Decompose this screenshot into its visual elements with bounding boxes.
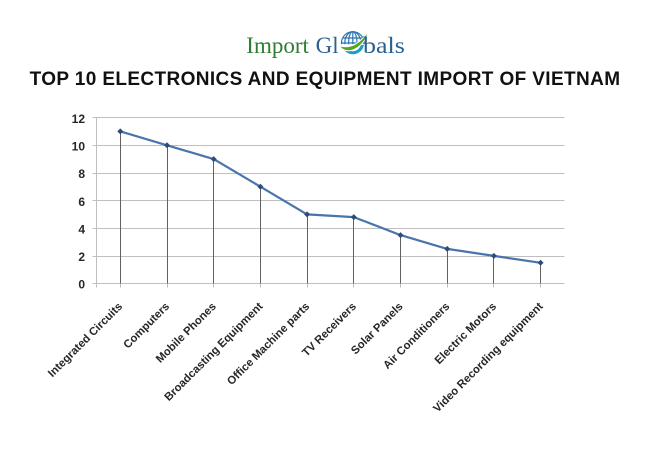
svg-text:10: 10 xyxy=(72,140,86,154)
svg-text:Broadcasting Equipment: Broadcasting Equipment xyxy=(162,300,265,403)
svg-text:2: 2 xyxy=(78,250,85,264)
svg-text:8: 8 xyxy=(78,167,85,181)
svg-text:Computers: Computers xyxy=(121,301,172,352)
svg-text:4: 4 xyxy=(78,223,85,237)
svg-text:Office Machine parts: Office Machine parts xyxy=(225,301,312,388)
svg-text:Integrated Circuits: Integrated Circuits xyxy=(46,301,125,380)
svg-text:0: 0 xyxy=(78,278,85,292)
svg-text:6: 6 xyxy=(78,195,85,209)
svg-text:12: 12 xyxy=(72,112,86,126)
